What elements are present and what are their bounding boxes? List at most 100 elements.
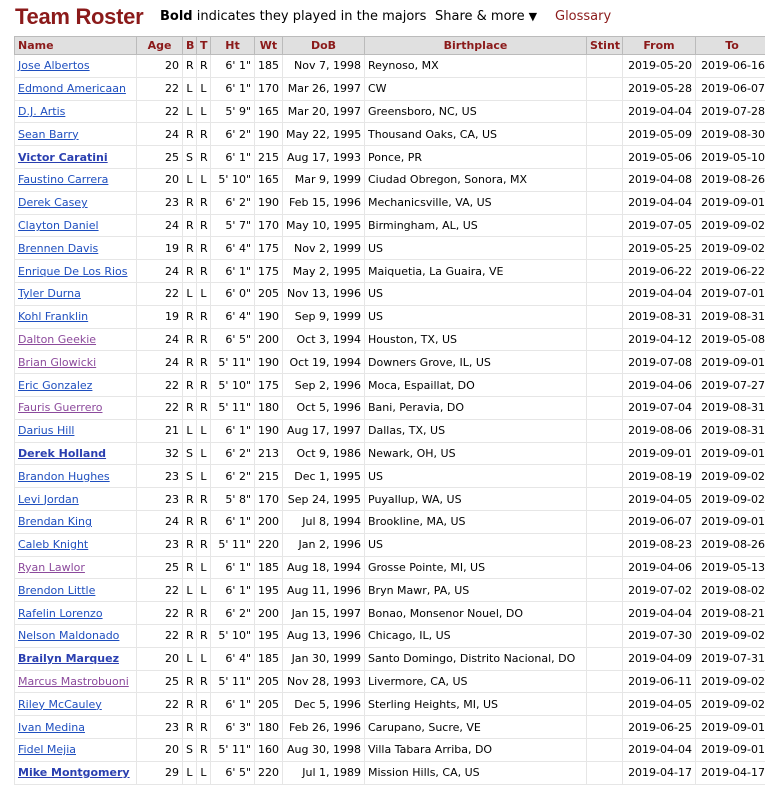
- glossary-link[interactable]: Glossary: [555, 9, 612, 24]
- player-name-cell: Enrique De Los Rios: [14, 259, 137, 283]
- player-height: 5' 10": [210, 623, 255, 648]
- player-name-link[interactable]: Tyler Durna: [18, 287, 81, 301]
- table-row: Kohl Franklin 19 R R 6' 4" 190 Sep 9, 1999 US 20…: [14, 304, 765, 329]
- player-throws: L: [196, 281, 211, 306]
- player-birthplace: Greensboro, NC, US: [364, 99, 587, 124]
- player-name-link[interactable]: Derek Holland: [18, 446, 107, 460]
- player-name-link[interactable]: Ryan Lawlor: [18, 560, 85, 574]
- player-name-link[interactable]: Enrique De Los Rios: [18, 264, 128, 278]
- player-name-link[interactable]: Brian Glowicki: [18, 355, 97, 369]
- player-birthplace: Houston, TX, US: [364, 327, 587, 352]
- player-to-date: 2019-07-28: [695, 99, 765, 124]
- column-header-age[interactable]: Age: [136, 36, 183, 55]
- player-name-cell: D.J. Artis: [14, 99, 137, 124]
- player-name-link[interactable]: D.J. Artis: [18, 104, 66, 118]
- player-name-cell: Edmond Americaan: [14, 76, 137, 101]
- player-name-link[interactable]: Eric Gonzalez: [18, 378, 93, 392]
- table-row: Brandon Hughes 23 S L 6' 2" 215 Dec 1, 1995 US 2…: [14, 464, 765, 489]
- column-header-birthplace[interactable]: Birthplace: [364, 36, 587, 55]
- player-name-link[interactable]: Dalton Geekie: [18, 332, 97, 346]
- column-header-stint[interactable]: Stint: [586, 36, 623, 55]
- player-name-link[interactable]: Brailyn Marquez: [18, 652, 119, 666]
- player-name-link[interactable]: Mike Montgomery: [18, 766, 130, 780]
- player-to-date: 2019-09-02: [695, 464, 765, 489]
- player-dob: May 10, 1995: [282, 213, 365, 238]
- player-name-cell: Dalton Geekie: [14, 327, 137, 352]
- column-header-to[interactable]: To: [695, 36, 765, 55]
- player-weight: 175: [254, 236, 283, 261]
- player-name-link[interactable]: Ivan Medina: [18, 720, 85, 734]
- player-name-link[interactable]: Rafelin Lorenzo: [18, 606, 103, 620]
- table-row: Derek Holland 32 S L 6' 2" 213 Oct 9, 1986 Newa…: [14, 441, 765, 466]
- player-name-link[interactable]: Marcus Mastrobuoni: [18, 674, 129, 688]
- page-title: Team Roster: [15, 4, 144, 29]
- player-stint: [586, 350, 623, 375]
- player-throws: L: [196, 760, 211, 785]
- share-menu-button[interactable]: Share & more ▼: [435, 9, 537, 24]
- player-height: 6' 1": [210, 76, 255, 101]
- player-name-link[interactable]: Brendon Little: [18, 583, 96, 597]
- player-name-cell: Ivan Medina: [14, 715, 137, 739]
- player-name-link[interactable]: Faustino Carrera: [18, 173, 109, 187]
- player-weight: 205: [254, 669, 283, 694]
- player-name-link[interactable]: Brendan King: [18, 515, 92, 529]
- player-name-link[interactable]: Darius Hill: [18, 424, 75, 438]
- player-name-link[interactable]: Kohl Franklin: [18, 310, 89, 324]
- player-from-date: 2019-08-06: [622, 418, 696, 443]
- player-to-date: 2019-09-01: [695, 509, 765, 534]
- player-name-link[interactable]: Nelson Maldonado: [18, 629, 120, 643]
- player-weight: 180: [254, 395, 283, 420]
- player-name-link[interactable]: Riley McCauley: [18, 697, 102, 711]
- column-header-bats[interactable]: B: [182, 36, 197, 55]
- player-age: 24: [136, 509, 183, 534]
- player-birthplace: US: [364, 532, 587, 557]
- column-header-weight[interactable]: Wt: [254, 36, 283, 55]
- chevron-down-icon: ▼: [528, 10, 538, 23]
- player-name-link[interactable]: Fauris Guerrero: [18, 401, 103, 415]
- player-age: 32: [136, 441, 183, 466]
- player-height: 5' 11": [210, 350, 255, 375]
- player-name-link[interactable]: Sean Barry: [18, 127, 79, 141]
- player-name-link[interactable]: Caleb Knight: [18, 538, 89, 552]
- player-bats: S: [182, 464, 197, 489]
- column-header-from[interactable]: From: [622, 36, 696, 55]
- player-from-date: 2019-07-04: [622, 395, 696, 420]
- player-name-link[interactable]: Clayton Daniel: [18, 218, 99, 232]
- player-height: 5' 11": [210, 532, 255, 557]
- player-birthplace: Dallas, TX, US: [364, 418, 587, 443]
- player-name-link[interactable]: Edmond Americaan: [18, 82, 126, 96]
- player-from-date: 2019-09-01: [622, 441, 696, 466]
- player-stint: [586, 555, 623, 580]
- player-dob: Jul 1, 1989: [282, 760, 365, 785]
- player-stint: [586, 236, 623, 261]
- player-from-date: 2019-06-11: [622, 669, 696, 694]
- column-header-dob[interactable]: DoB: [282, 36, 365, 55]
- column-header-height[interactable]: Ht: [210, 36, 255, 55]
- player-name-cell: Derek Casey: [14, 190, 137, 215]
- player-name-link[interactable]: Victor Caratini: [18, 150, 108, 164]
- table-header-row: Name Age B T Ht Wt DoB Birthplace Stint …: [14, 36, 765, 55]
- player-stint: [586, 464, 623, 489]
- player-name-link[interactable]: Derek Casey: [18, 196, 88, 210]
- column-header-throws[interactable]: T: [196, 36, 211, 55]
- player-name-link[interactable]: Jose Albertos: [18, 59, 90, 73]
- player-to-date: 2019-08-02: [695, 578, 765, 603]
- player-name-link[interactable]: Fidel Mejia: [18, 743, 76, 757]
- player-name-link[interactable]: Brandon Hughes: [18, 469, 110, 483]
- player-name-link[interactable]: Levi Jordan: [18, 492, 79, 506]
- player-name-cell: Eric Gonzalez: [14, 373, 137, 397]
- player-name-cell: Tyler Durna: [14, 281, 137, 306]
- player-throws: R: [196, 304, 211, 329]
- player-age: 20: [136, 646, 183, 671]
- column-header-name[interactable]: Name: [14, 36, 137, 55]
- player-throws: L: [196, 555, 211, 580]
- player-throws: R: [196, 737, 211, 762]
- page-header: Team Roster Bold indicates they played i…: [0, 0, 765, 36]
- player-age: 23: [136, 487, 183, 511]
- player-bats: R: [182, 122, 197, 147]
- player-weight: 190: [254, 304, 283, 329]
- player-bats: L: [182, 578, 197, 603]
- player-bats: R: [182, 327, 197, 352]
- player-stint: [586, 54, 623, 78]
- player-name-link[interactable]: Brennen Davis: [18, 241, 99, 255]
